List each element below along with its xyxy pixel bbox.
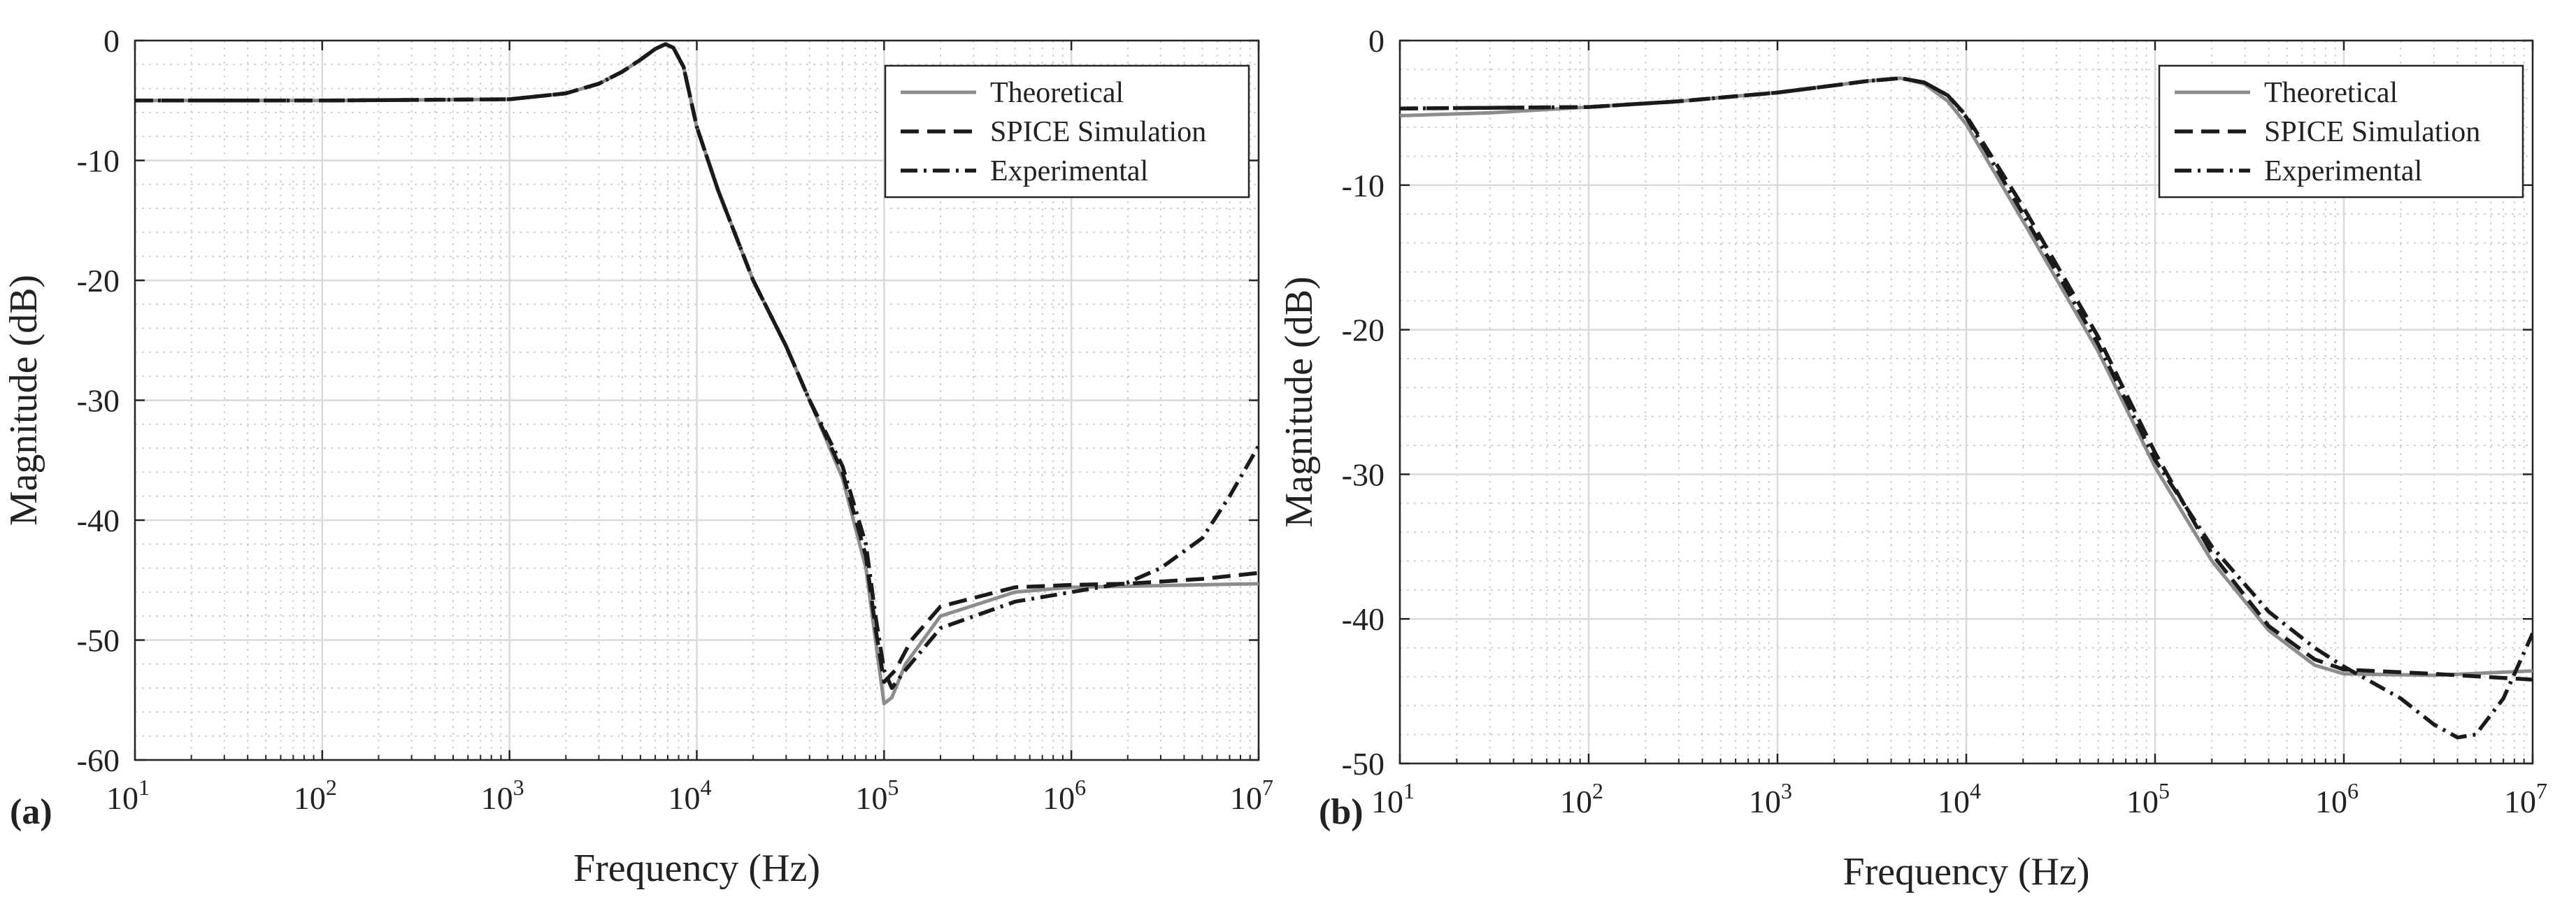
x-tick-label: 103: [481, 775, 524, 816]
panel-label: (b): [1319, 792, 1364, 832]
y-tick-label: -30: [77, 383, 120, 419]
legend-box: [884, 64, 1250, 199]
x-tick-label: 102: [1560, 778, 1603, 819]
y-tick-label: -20: [1342, 313, 1384, 348]
y-tick-label: -60: [77, 742, 120, 778]
legend-entry-label: SPICE Simulation: [2264, 116, 2480, 148]
x-tick-label: 104: [668, 775, 712, 816]
x-tick-label: 101: [1371, 778, 1415, 819]
x-tick-label: 101: [106, 775, 150, 816]
y-tick-label: -30: [1342, 457, 1384, 492]
legend-entry-label: Experimental: [990, 155, 1148, 187]
series-line-dashed: [135, 42, 1259, 684]
legend-box: [2158, 64, 2524, 199]
y-tick-label: -10: [1342, 168, 1384, 203]
x-axis-label: Frequency (Hz): [573, 847, 820, 890]
y-tick-label: 0: [1368, 23, 1384, 59]
x-tick-label: 107: [2504, 778, 2547, 819]
y-tick-label: -50: [77, 623, 120, 659]
legend-entry-label: Theoretical: [2264, 77, 2398, 109]
y-tick-label: -40: [77, 503, 120, 538]
panel-label: (a): [10, 792, 52, 832]
x-tick-label: 102: [294, 775, 337, 816]
legend-entry-label: SPICE Simulation: [990, 116, 1206, 148]
legend: Theoretical SPICE Simulation Experimental: [2158, 64, 2524, 199]
x-tick-label: 106: [2315, 778, 2359, 819]
y-tick-label: -50: [1342, 746, 1384, 782]
x-tick-label: 107: [1230, 775, 1273, 816]
x-tick-label: 103: [1749, 778, 1792, 819]
x-tick-label: 106: [1043, 775, 1086, 816]
y-tick-label: 0: [103, 23, 120, 59]
legend: Theoretical SPICE Simulation Experimental: [884, 64, 1250, 199]
y-tick-label: -40: [1342, 601, 1384, 637]
x-axis-label: Frequency (Hz): [1843, 850, 2090, 894]
y-axis-label: Magnitude (dB): [1278, 276, 1321, 527]
y-axis-label: Magnitude (dB): [2, 275, 45, 526]
series-line-dashdot: [1400, 76, 2533, 740]
x-tick-label: 104: [1938, 778, 1981, 819]
chart-panel-b: 101 102 103 104 105 106 107 0 -10 -20 -30 -40 -50 Fre…: [1278, 23, 2547, 894]
x-tick-label: 105: [855, 775, 899, 816]
x-tick-label: 105: [2126, 778, 2170, 819]
chart-panel-a: 101 102 103 104 105 106 107 0 -10 -20 -30 -40 -50 -60…: [2, 23, 1273, 890]
series-line-dashdot: [135, 42, 1259, 690]
y-tick-label: -20: [77, 263, 120, 299]
y-tick-label: -10: [77, 143, 120, 179]
legend-entry-label: Theoretical: [990, 77, 1124, 109]
legend-entry-label: Experimental: [2264, 155, 2422, 187]
